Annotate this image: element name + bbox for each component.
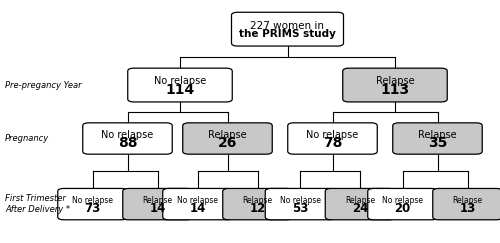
FancyBboxPatch shape <box>232 12 344 46</box>
Text: 114: 114 <box>166 83 194 97</box>
Text: 53: 53 <box>292 202 308 215</box>
Text: 12: 12 <box>250 202 266 215</box>
Text: No relapse: No relapse <box>306 130 358 140</box>
Text: the PRIMS study: the PRIMS study <box>239 29 336 39</box>
FancyBboxPatch shape <box>123 189 192 220</box>
FancyBboxPatch shape <box>343 68 448 102</box>
Text: Relapse: Relapse <box>376 76 414 87</box>
Text: Pregnancy: Pregnancy <box>5 134 49 143</box>
Text: 227 women in: 227 women in <box>250 20 324 31</box>
Text: 78: 78 <box>323 136 342 150</box>
Text: 88: 88 <box>118 136 137 150</box>
FancyBboxPatch shape <box>128 68 232 102</box>
FancyBboxPatch shape <box>183 123 272 154</box>
Text: 35: 35 <box>428 136 447 150</box>
Text: No relapse: No relapse <box>154 76 206 87</box>
Text: Pre-pregancy Year: Pre-pregancy Year <box>5 80 82 90</box>
FancyBboxPatch shape <box>433 189 500 220</box>
Text: 113: 113 <box>380 83 410 97</box>
FancyBboxPatch shape <box>223 189 292 220</box>
FancyBboxPatch shape <box>82 123 172 154</box>
Text: 24: 24 <box>352 202 368 215</box>
Text: 26: 26 <box>218 136 237 150</box>
FancyBboxPatch shape <box>368 189 437 220</box>
Text: No relapse: No relapse <box>177 196 218 205</box>
Text: 14: 14 <box>190 202 206 215</box>
Text: No relapse: No relapse <box>102 130 154 140</box>
FancyBboxPatch shape <box>325 189 395 220</box>
Text: First Trimester
After Delivery *: First Trimester After Delivery * <box>5 194 70 214</box>
Text: Relapse: Relapse <box>208 130 247 140</box>
Text: Relapse: Relapse <box>452 196 482 205</box>
FancyBboxPatch shape <box>265 189 335 220</box>
FancyBboxPatch shape <box>288 123 378 154</box>
Text: No relapse: No relapse <box>382 196 423 205</box>
FancyBboxPatch shape <box>58 189 127 220</box>
Text: Relapse: Relapse <box>345 196 375 205</box>
Text: Relapse: Relapse <box>242 196 272 205</box>
Text: 20: 20 <box>394 202 410 215</box>
Text: No relapse: No relapse <box>280 196 320 205</box>
Text: Relapse: Relapse <box>418 130 457 140</box>
Text: Relapse: Relapse <box>142 196 172 205</box>
Text: No relapse: No relapse <box>72 196 113 205</box>
Text: 73: 73 <box>84 202 100 215</box>
Text: 14: 14 <box>150 202 166 215</box>
Text: 13: 13 <box>460 202 475 215</box>
FancyBboxPatch shape <box>163 189 232 220</box>
FancyBboxPatch shape <box>393 123 482 154</box>
